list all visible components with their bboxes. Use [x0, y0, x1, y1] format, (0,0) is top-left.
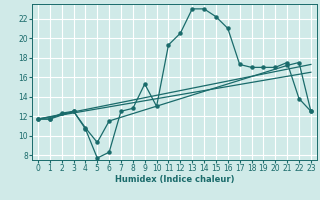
X-axis label: Humidex (Indice chaleur): Humidex (Indice chaleur) — [115, 175, 234, 184]
